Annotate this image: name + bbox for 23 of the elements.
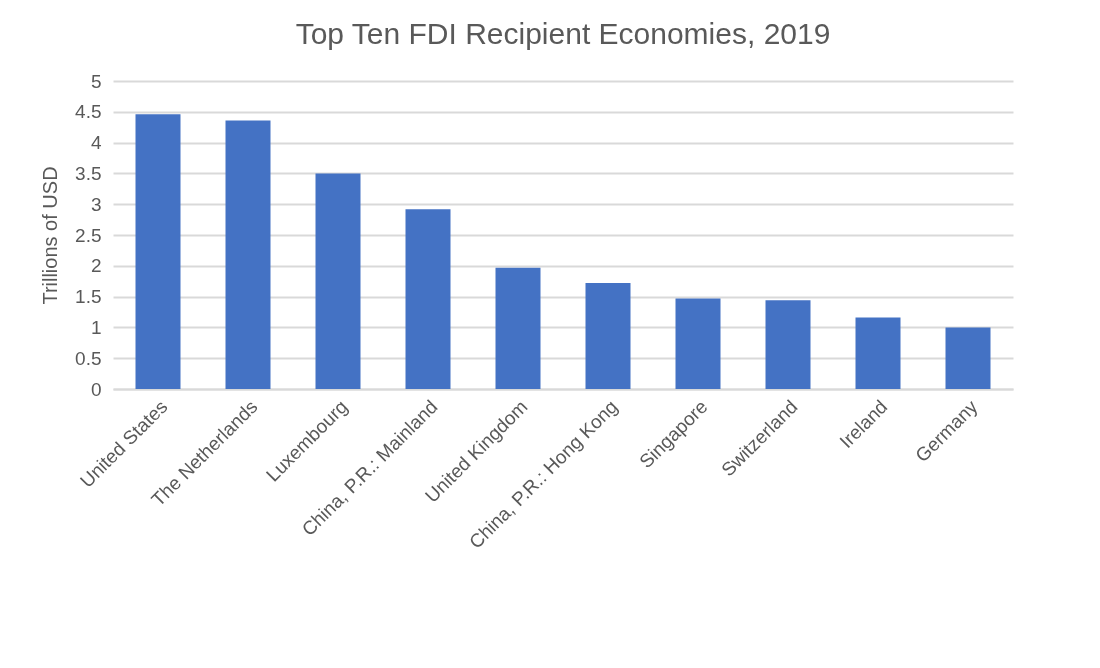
y-tick-label: 0 xyxy=(90,378,102,400)
y-tick-label: 4.5 xyxy=(75,101,102,123)
bar xyxy=(945,327,991,389)
bar xyxy=(585,283,631,389)
y-tick-label: 2.5 xyxy=(75,224,102,246)
y-tick-label: 1.5 xyxy=(75,286,102,308)
y-tick-label: 5 xyxy=(90,70,102,92)
y-axis-title: Trillions of USD xyxy=(39,166,62,305)
chart-title: Top Ten FDI Recipient Economies, 2019 xyxy=(295,17,831,50)
y-tick-label: 3.5 xyxy=(75,162,102,184)
y-tick-label: 2 xyxy=(90,255,102,277)
y-tick-label: 3 xyxy=(90,193,102,215)
bar xyxy=(765,300,811,389)
y-tick-label: 1 xyxy=(90,316,102,338)
bar xyxy=(495,267,541,389)
y-tick-label: 4 xyxy=(90,132,102,154)
y-tick-label: 0.5 xyxy=(75,347,102,369)
bar xyxy=(855,317,901,389)
bar xyxy=(315,173,361,389)
bar xyxy=(135,114,181,389)
bar xyxy=(675,298,721,389)
bar xyxy=(405,209,451,389)
bar xyxy=(225,120,271,389)
